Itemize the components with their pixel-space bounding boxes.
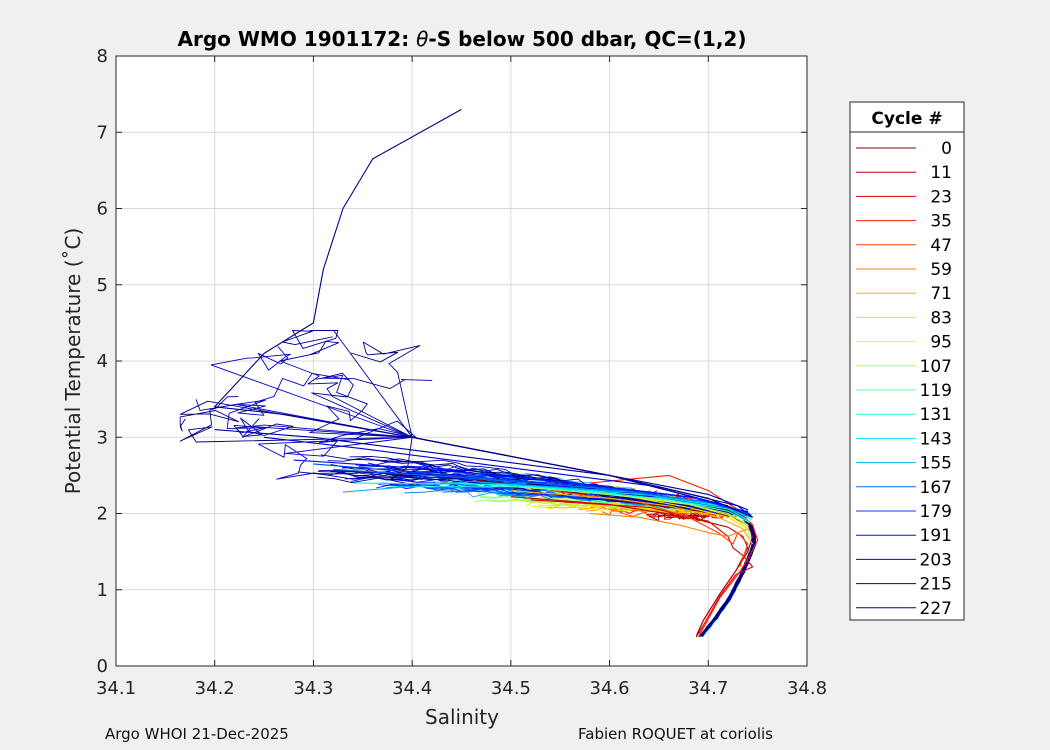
legend-label-155: 155 xyxy=(920,454,952,474)
legend-label-11: 11 xyxy=(930,163,952,183)
legend-label-95: 95 xyxy=(930,333,952,353)
series-line-131 xyxy=(392,486,750,522)
legend-label-227: 227 xyxy=(920,599,952,619)
legend-label-0: 0 xyxy=(941,139,952,159)
legend-label-203: 203 xyxy=(920,550,952,570)
series-line-11 xyxy=(510,496,749,636)
legend-label-47: 47 xyxy=(930,236,952,256)
legend-box xyxy=(849,101,965,621)
y-tick-label: 2 xyxy=(97,504,108,525)
legend-label-107: 107 xyxy=(920,357,952,377)
legend-label-143: 143 xyxy=(920,429,952,449)
y-tick-label: 4 xyxy=(97,351,108,372)
x-tick-label: 34.1 xyxy=(96,678,136,699)
y-tick-label: 6 xyxy=(97,199,108,220)
y-tick-label: 8 xyxy=(97,46,108,67)
legend-label-59: 59 xyxy=(930,260,952,280)
y-tick-label: 1 xyxy=(97,580,108,601)
y-axis-label: Potential Temperature (˚C) xyxy=(61,228,85,495)
series-line-47 xyxy=(550,490,749,568)
legend-label-131: 131 xyxy=(920,405,952,425)
legend-label-179: 179 xyxy=(920,502,952,522)
y-tick-label: 5 xyxy=(97,275,108,296)
legend-label-215: 215 xyxy=(920,575,952,595)
chart-title: Argo WMO 1901172: θ-S below 500 dbar, QC… xyxy=(178,27,747,51)
x-axis-label: Salinity xyxy=(425,705,499,729)
legend: Cycle # 0 11 23 35 47 59 71 83 95 107 119 131 143 155… xyxy=(849,101,965,621)
x-tick-label: 34.5 xyxy=(491,678,531,699)
legend-label-83: 83 xyxy=(930,308,952,328)
x-tick-label: 34.6 xyxy=(590,678,630,699)
x-tick-label: 34.2 xyxy=(195,678,235,699)
series-line-71 xyxy=(510,490,754,545)
legend-title: Cycle # xyxy=(871,109,942,129)
y-tick-label: 0 xyxy=(97,656,108,677)
x-tick-label: 34.8 xyxy=(787,678,827,699)
series-line-35 xyxy=(589,474,759,638)
series-line-191 xyxy=(293,459,748,513)
series-line-203 xyxy=(264,436,754,518)
series-line-227 xyxy=(214,108,753,518)
legend-label-119: 119 xyxy=(920,381,952,401)
series-line-59 xyxy=(589,512,748,537)
footer-credit-left: Argo WHOI 21-Dec-2025 xyxy=(105,725,289,743)
series-line-215 xyxy=(214,429,748,511)
legend-label-71: 71 xyxy=(930,284,952,304)
legend-label-35: 35 xyxy=(930,212,952,232)
legend-label-167: 167 xyxy=(920,478,952,498)
x-tick-label: 34.3 xyxy=(293,678,333,699)
y-tick-label: 3 xyxy=(97,427,108,448)
y-tick-label: 7 xyxy=(97,122,108,143)
x-tick-label: 34.7 xyxy=(688,678,728,699)
axis-ticks: 34.1 34.2 34.3 34.4 34.5 34.6 34.7 34.8 0 1 2 3 4 5 6 7… xyxy=(96,46,827,699)
legend-entries: 0 11 23 35 47 59 71 83 95 107 119 131 143 155 167 179 19… xyxy=(856,139,952,619)
legend-label-191: 191 xyxy=(920,526,952,546)
series-group xyxy=(179,108,759,638)
series-line-167 xyxy=(333,468,752,516)
footer-credit-right: Fabien ROQUET at coriolis xyxy=(578,725,773,743)
x-tick-label: 34.4 xyxy=(392,678,432,699)
legend-label-23: 23 xyxy=(930,187,952,207)
